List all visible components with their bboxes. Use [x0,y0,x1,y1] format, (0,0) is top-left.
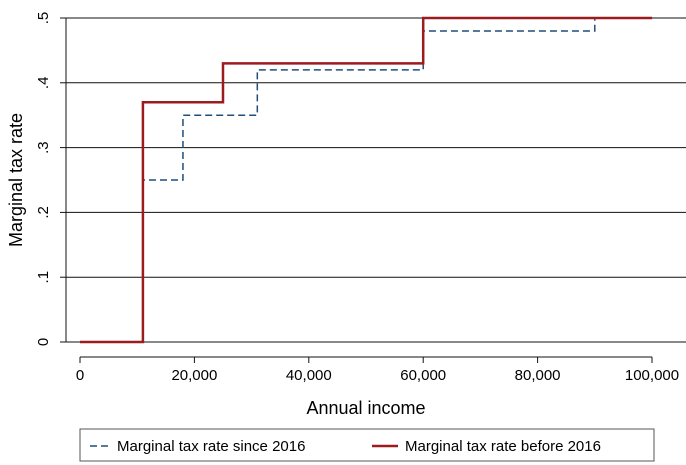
y-tick-label: .3 [35,141,52,154]
y-tick-label: .2 [35,206,52,219]
legend-label-2: Marginal tax rate before 2016 [405,438,601,455]
legend-label-1: Marginal tax rate since 2016 [117,438,305,455]
gridlines [66,17,686,343]
y-tick-label: .5 [35,12,52,25]
x-tick-label: 40,000 [286,367,332,384]
legend-box [79,428,655,462]
y-tick-label: .1 [35,271,52,284]
y-tick-label: 0 [35,338,52,346]
x-axis: 0 20,000 40,000 60,000 80,000 100,000 [76,356,679,384]
series-line-1 [80,17,652,343]
series-line-2 [80,16,652,344]
x-tick-label: 0 [76,367,84,384]
y-tick-label: .4 [35,77,52,90]
y-axis: 0 .1 .2 .3 .4 .5 [35,12,67,346]
y-axis-title: Marginal tax rate [6,113,26,247]
x-tick-label: 80,000 [515,367,561,384]
x-tick-label: 20,000 [171,367,217,384]
x-tick-label: 60,000 [400,367,446,384]
x-axis-title: Annual income [306,398,425,418]
legend: Marginal tax rate since 2016 Marginal tax… [79,428,655,462]
series-lines [80,16,652,344]
x-tick-label: 100,000 [625,367,679,384]
